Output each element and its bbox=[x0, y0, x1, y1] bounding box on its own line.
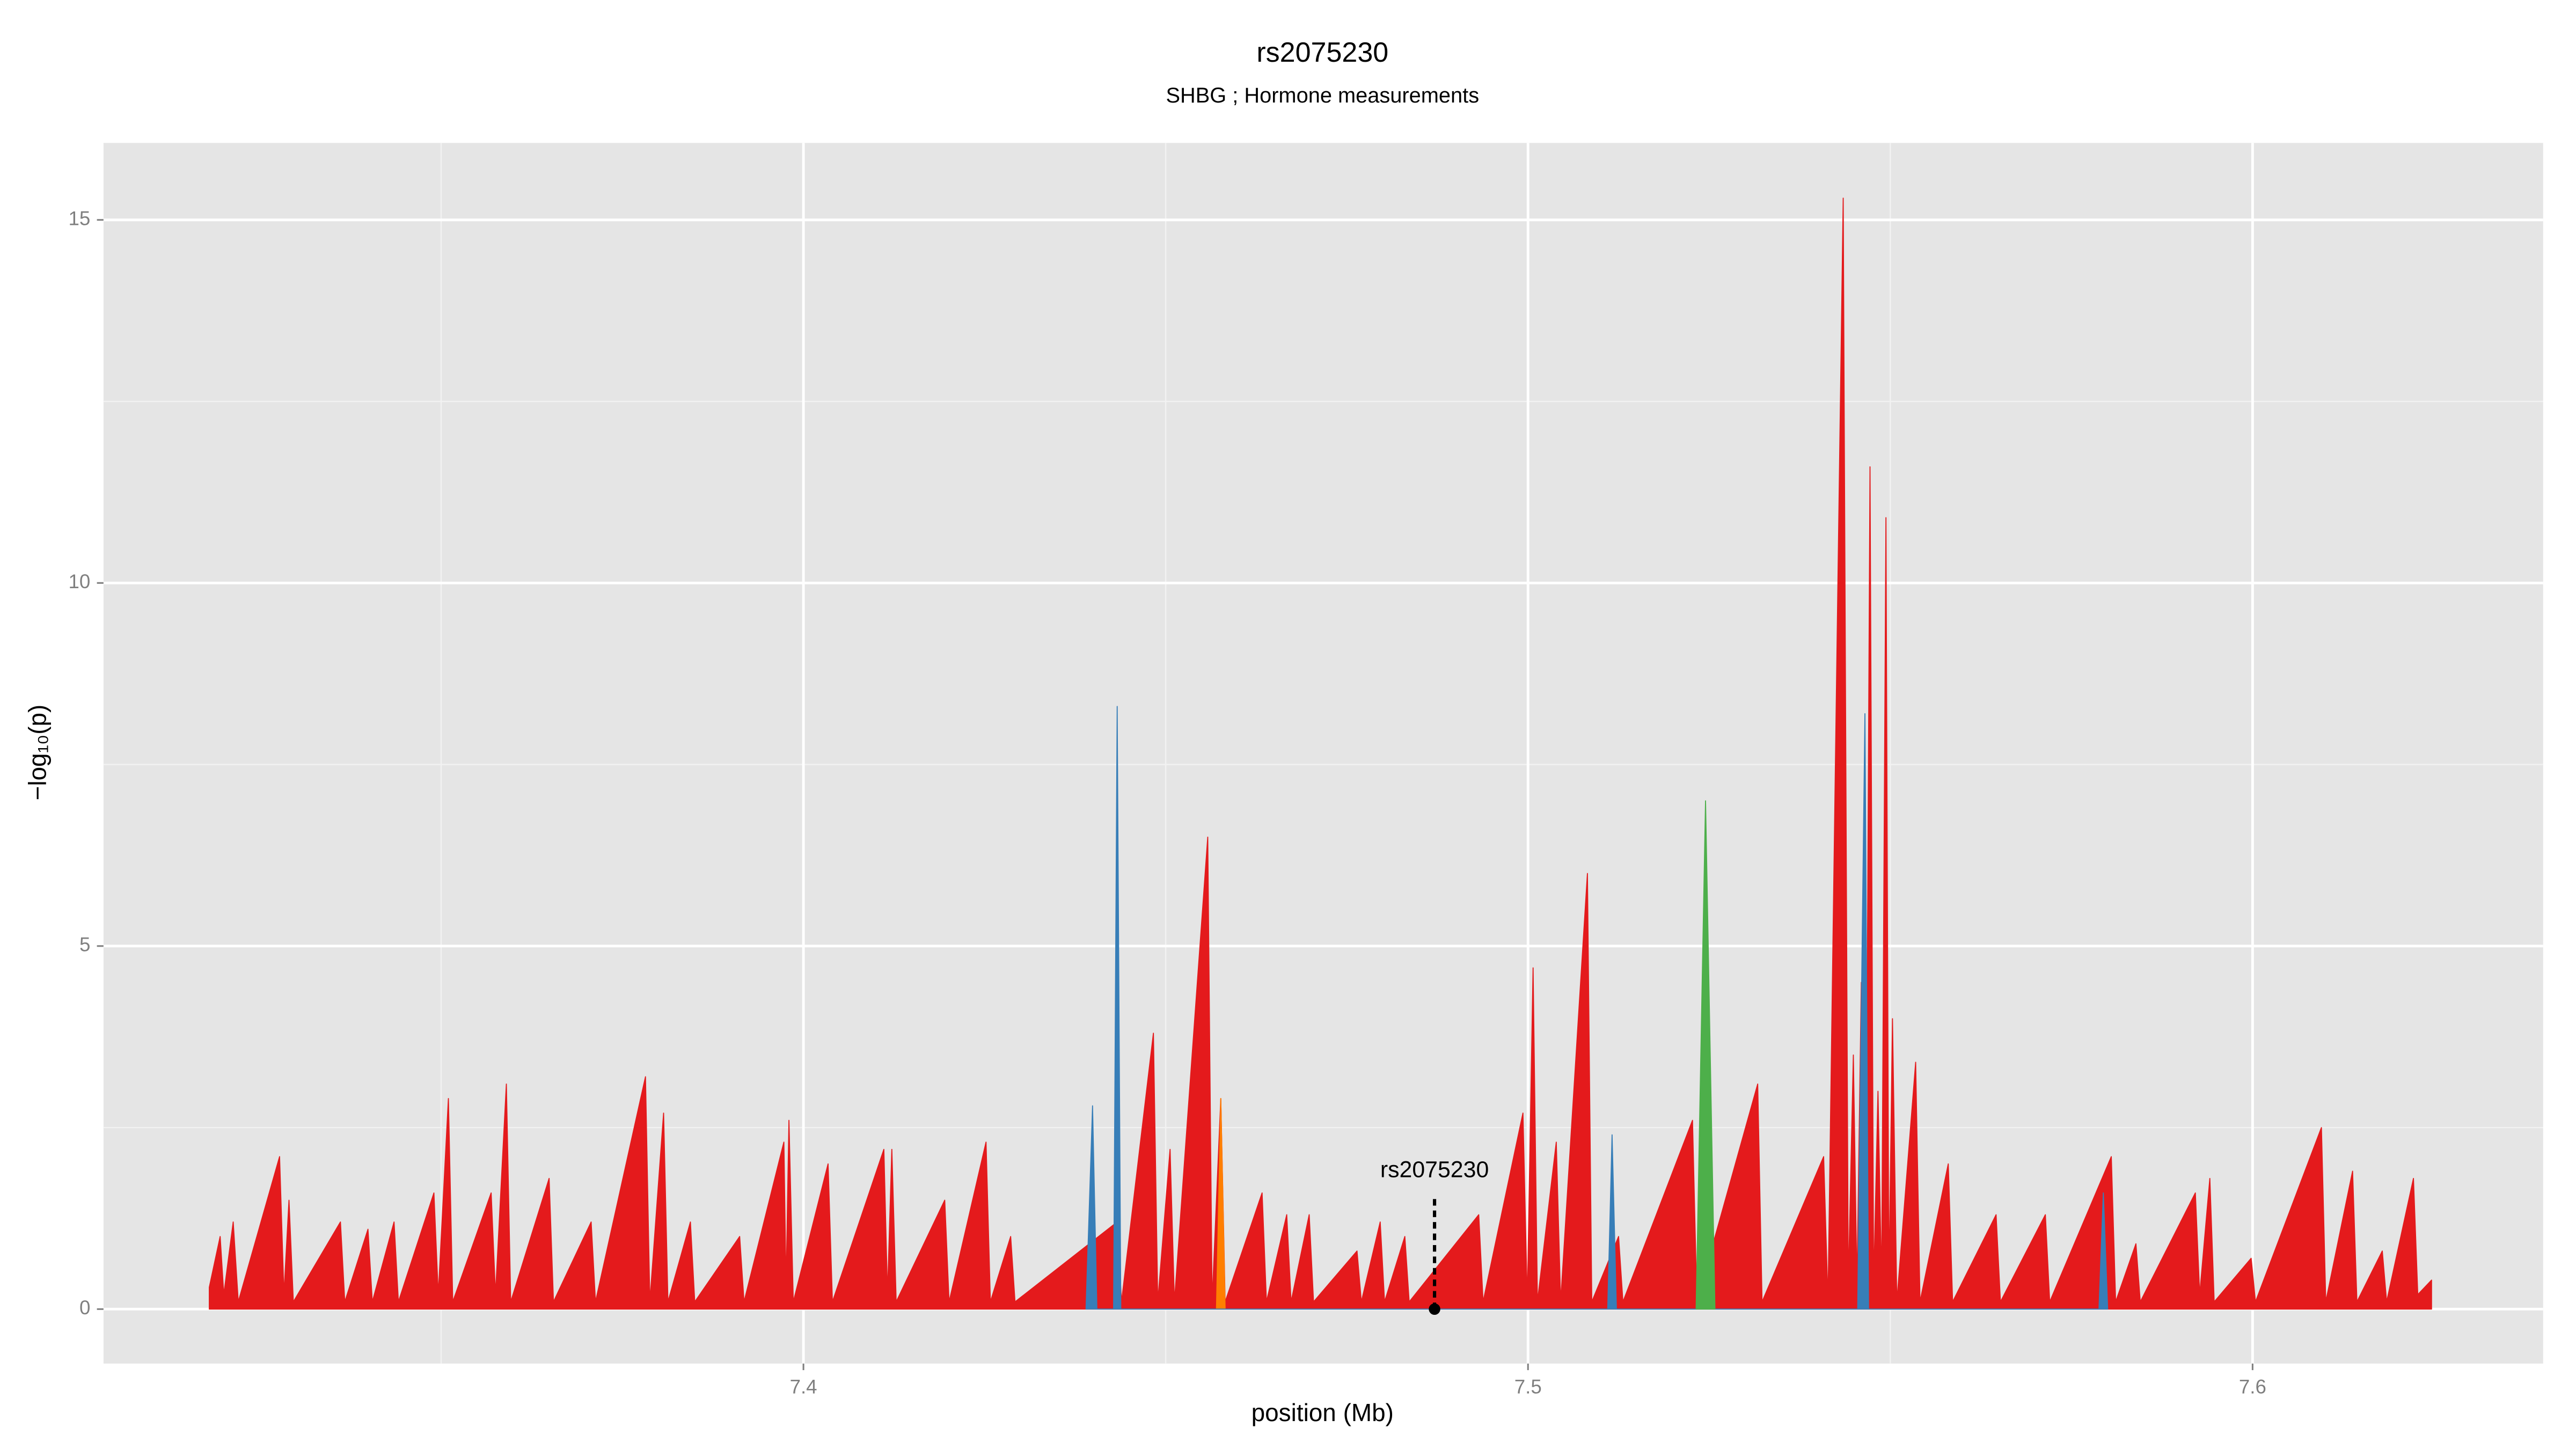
ticks: 0 5 10 15 7.4 7.5 7.6 bbox=[69, 207, 2266, 1397]
y-tick-label: 5 bbox=[79, 934, 90, 956]
x-tick-label: 7.6 bbox=[2239, 1375, 2266, 1397]
x-axis-label: position (Mb) bbox=[1252, 1399, 1394, 1426]
annotation-label: rs2075230 bbox=[1380, 1157, 1489, 1183]
plot-panel bbox=[103, 143, 2543, 1364]
chart-subtitle: SHBG ; Hormone measurements bbox=[1166, 84, 1479, 107]
y-tick-label: 0 bbox=[79, 1297, 90, 1319]
y-tick-label: 15 bbox=[69, 207, 91, 229]
area bbox=[1695, 800, 1716, 1310]
y-axis-label: −log₁₀(p) bbox=[24, 705, 52, 801]
x-tick-label: 7.5 bbox=[1514, 1375, 1542, 1397]
y-tick-label: 10 bbox=[69, 570, 91, 592]
area bbox=[1085, 706, 2109, 1310]
marks: rs2075230 bbox=[209, 197, 2432, 1315]
area bbox=[209, 197, 2432, 1310]
chart-title: rs2075230 bbox=[1256, 37, 1388, 68]
x-tick-label: 7.4 bbox=[790, 1375, 817, 1397]
annotation-point bbox=[1429, 1303, 1440, 1315]
